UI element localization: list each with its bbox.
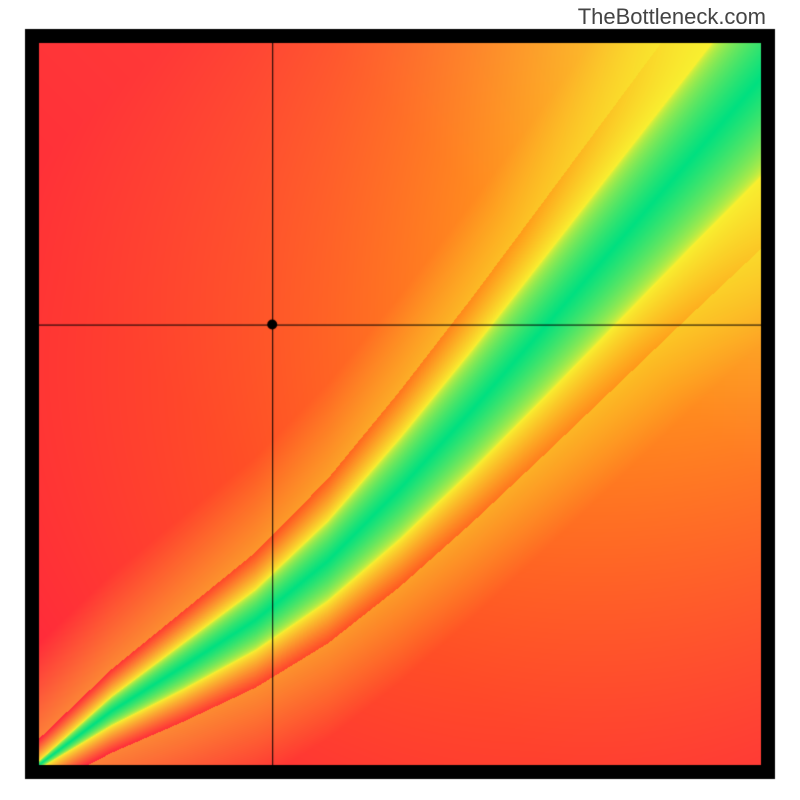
bottleneck-heatmap bbox=[0, 0, 800, 800]
chart-container: TheBottleneck.com bbox=[0, 0, 800, 800]
watermark-text: TheBottleneck.com bbox=[578, 4, 766, 30]
